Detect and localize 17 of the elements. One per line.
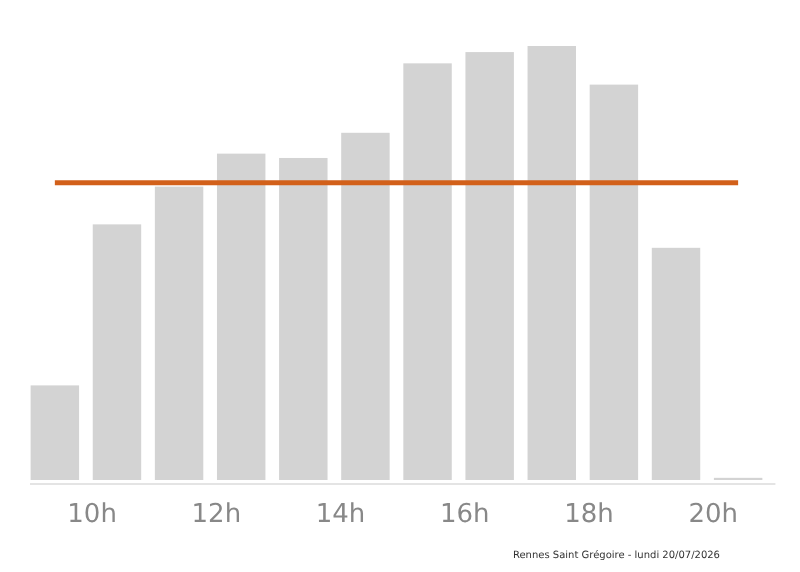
x-tick-label: 10h (67, 500, 117, 530)
bar (589, 84, 639, 480)
bar (403, 63, 452, 480)
x-tick-label: 14h (315, 500, 366, 530)
bar (92, 224, 142, 480)
bar (465, 52, 514, 480)
bar (651, 247, 701, 480)
bar (30, 385, 80, 480)
bar (154, 186, 204, 480)
bar (341, 132, 390, 480)
x-tick-label: 20h (688, 500, 739, 530)
x-tick-label: 12h (191, 500, 242, 530)
x-tick-label: 18h (564, 500, 614, 530)
bar (279, 157, 328, 480)
bar (216, 153, 266, 480)
x-tick-label: 16h (440, 500, 490, 530)
bar (527, 46, 577, 480)
